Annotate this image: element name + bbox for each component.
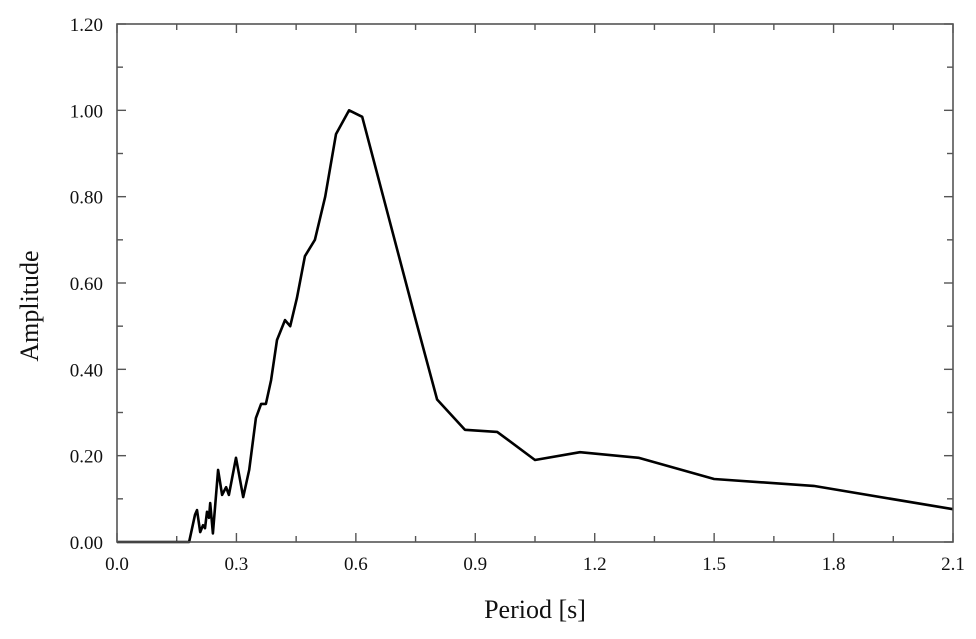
y-tick-label: 0.20 — [70, 447, 103, 468]
y-axis-title: Amplitude — [15, 250, 44, 361]
series-line-amplitude — [117, 109, 954, 544]
y-tick-label: 1.20 — [70, 15, 103, 36]
x-axis-title: Period [s] — [484, 595, 586, 624]
y-tick-label: 0.00 — [70, 533, 103, 554]
y-tick-label: 0.60 — [70, 274, 103, 295]
x-tick-label: 0.3 — [225, 554, 249, 575]
x-tick-label: 1.5 — [702, 554, 726, 575]
x-tick-label: 0.6 — [344, 554, 368, 575]
axis-ticks — [116, 23, 954, 543]
x-tick-label: 0.9 — [463, 554, 487, 575]
x-tick-label: 1.2 — [583, 554, 607, 575]
x-tick-labels: 0.0 0.3 0.6 0.9 1.2 1.5 1.8 2.1 — [105, 554, 965, 575]
y-tick-labels: 0.00 0.20 0.40 0.60 0.80 1.00 1.20 — [70, 15, 103, 554]
y-tick-label: 1.00 — [70, 101, 103, 122]
plot-frame — [116, 23, 954, 543]
y-tick-label: 0.40 — [70, 360, 103, 381]
x-tick-label: 0.0 — [105, 554, 129, 575]
y-tick-label: 0.80 — [70, 188, 103, 209]
x-tick-label: 2.1 — [941, 554, 965, 575]
x-tick-label: 1.8 — [822, 554, 846, 575]
